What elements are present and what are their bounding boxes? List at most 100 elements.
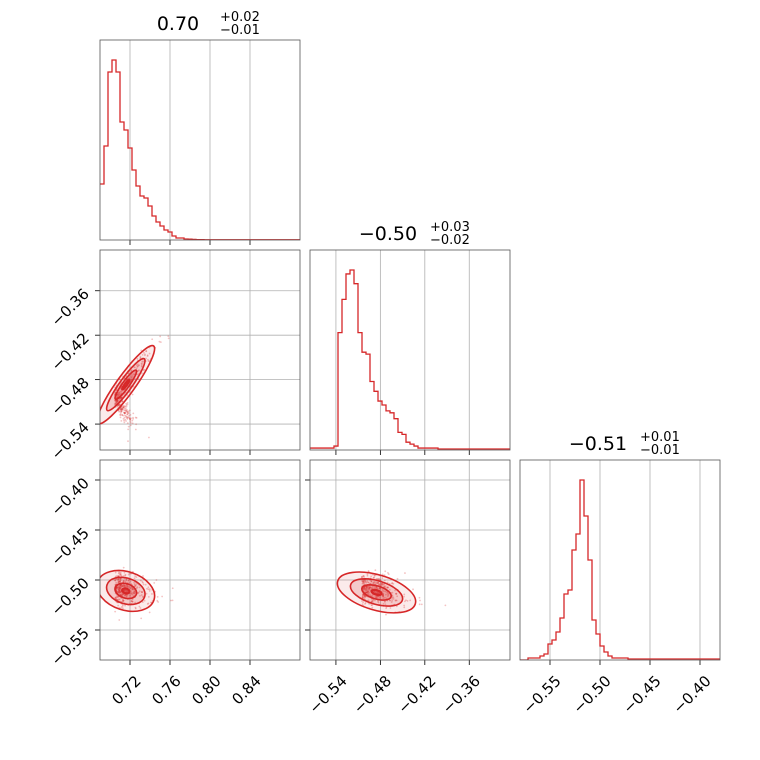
sample-point: [384, 570, 387, 573]
sample-point: [370, 586, 373, 589]
sample-point: [370, 575, 373, 578]
sample-point: [130, 375, 133, 378]
sample-point: [140, 594, 143, 596]
sample-point: [122, 599, 124, 602]
sample-point: [122, 599, 125, 602]
sample-point: [115, 399, 118, 402]
sample-point: [373, 590, 376, 593]
sample-point: [126, 595, 128, 597]
sample-point: [122, 584, 125, 586]
sample-point: [385, 607, 388, 610]
sample-point: [115, 578, 118, 581]
sample-point: [381, 573, 384, 576]
sample-point: [381, 583, 384, 586]
sample-point: [119, 591, 122, 594]
sample-point: [119, 410, 122, 413]
sample-point: [116, 399, 119, 402]
sample-point: [123, 416, 126, 419]
sample-point: [131, 588, 134, 591]
sample-point: [134, 416, 137, 419]
sample-point: [138, 369, 140, 372]
sample-point: [117, 393, 120, 396]
sample-point: [118, 598, 121, 601]
sample-point: [115, 401, 118, 404]
sample-point: [392, 582, 395, 585]
sample-point: [363, 587, 366, 590]
sample-point: [148, 611, 151, 614]
sample-point: [118, 581, 121, 584]
sample-point: [114, 575, 117, 578]
sample-point: [384, 590, 387, 593]
sample-point: [115, 596, 118, 599]
sample-point: [119, 408, 122, 411]
sample-point: [116, 400, 119, 403]
sample-point: [419, 599, 421, 602]
sample-point: [369, 582, 372, 585]
x-tick-label: −0.45: [620, 672, 665, 717]
sample-point: [114, 402, 117, 405]
sample-point: [114, 597, 117, 599]
sample-point: [128, 581, 131, 584]
sample-point: [140, 590, 143, 593]
sample-point: [130, 582, 133, 585]
sample-point: [130, 587, 132, 589]
sample-point: [145, 350, 148, 353]
sample-point: [391, 598, 393, 600]
panel-title: −0.50: [359, 223, 417, 245]
sample-point: [123, 584, 126, 587]
contour-p1-p2-axes: −0.36−0.42−0.48−0.54: [48, 250, 300, 463]
sample-point: [131, 419, 134, 422]
sample-point: [135, 587, 138, 589]
sample-point: [368, 587, 371, 590]
sample-point: [142, 575, 144, 577]
sample-point: [133, 592, 136, 595]
sample-point: [370, 604, 373, 607]
histogram-bar: [362, 352, 366, 450]
sample-point: [120, 409, 123, 411]
contour-p2-p3-points: [336, 569, 447, 616]
sample-point: [135, 583, 138, 585]
sample-point: [138, 590, 141, 593]
sample-point: [114, 579, 117, 582]
sample-point: [117, 588, 120, 590]
x-tick-label: −0.42: [394, 672, 439, 717]
sample-point: [366, 590, 369, 593]
sample-point: [390, 582, 393, 585]
sample-point: [129, 418, 132, 421]
sample-point: [119, 408, 122, 411]
sample-point: [379, 582, 382, 585]
sample-point: [375, 581, 378, 583]
sample-point: [124, 574, 126, 577]
sample-point: [122, 599, 125, 602]
sample-point: [364, 603, 366, 605]
sample-point: [131, 376, 133, 379]
sample-point: [122, 406, 125, 408]
sample-point: [138, 586, 141, 589]
sample-point: [371, 606, 374, 609]
sample-point: [118, 619, 121, 621]
sample-point: [126, 585, 129, 587]
sample-point: [382, 603, 385, 605]
sample-point: [117, 394, 120, 397]
sample-point: [124, 585, 127, 588]
sample-point: [118, 403, 121, 406]
sample-point: [380, 583, 383, 585]
sample-point: [129, 413, 132, 416]
sample-point: [133, 590, 136, 593]
sample-point: [365, 591, 368, 594]
sample-point: [118, 591, 121, 594]
sample-point: [383, 585, 386, 588]
sample-point: [362, 575, 365, 577]
sample-point: [147, 602, 150, 605]
sample-point: [361, 600, 363, 602]
sample-point: [374, 596, 377, 598]
sample-point: [362, 588, 365, 591]
sample-point: [122, 408, 125, 411]
sample-point: [116, 399, 119, 402]
sample-point: [148, 352, 151, 355]
sample-point: [119, 574, 122, 576]
sample-point: [378, 587, 381, 590]
sample-point: [131, 600, 134, 603]
sample-point: [126, 401, 129, 404]
sample-point: [116, 578, 119, 580]
